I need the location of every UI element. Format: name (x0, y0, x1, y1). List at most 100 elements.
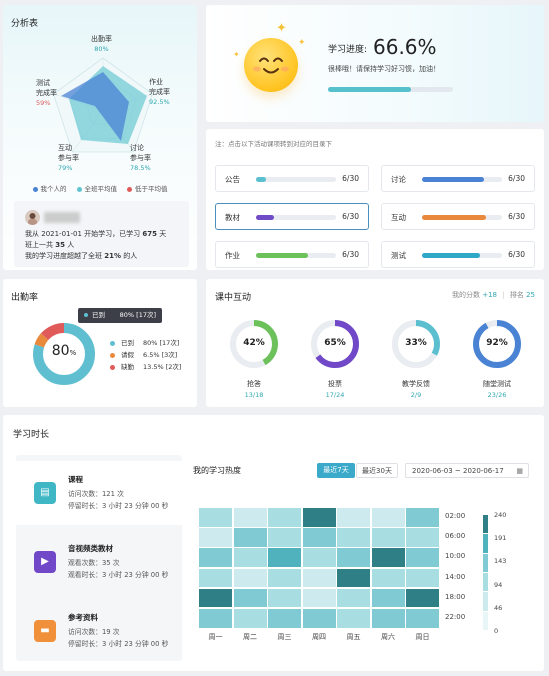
heatmap-cell (337, 548, 370, 568)
interaction-ring-sub: 13/18 (244, 391, 264, 399)
activity-item[interactable]: 互动 6/30 (381, 203, 535, 230)
progress-message: 很棒哦！请保持学习好习惯，加油！ (328, 65, 440, 73)
activity-item-bar (256, 253, 336, 258)
interaction-ring-pct: 92% (486, 338, 508, 348)
activity-item[interactable]: 测试 6/30 (381, 241, 535, 268)
heatmap-cell (199, 588, 232, 608)
heat-scale-segment (483, 515, 488, 534)
heat-scale-label: 191 (494, 534, 507, 543)
heatmap-cell (302, 609, 336, 628)
heat-scale-segment (483, 534, 488, 553)
heatmap-time-label: 10:00 (445, 552, 466, 561)
last-7-days-button[interactable]: 最近7天 (317, 463, 355, 478)
heatmap-cell (406, 588, 439, 608)
activity-hint: 注：点击以下活动课项转到对应的目录下 (215, 140, 332, 148)
interaction-ring-sub: 2/9 (410, 391, 422, 399)
heat-scale-label: 94 (494, 580, 503, 589)
legend-dot (110, 364, 115, 370)
heat-scale-segment (483, 611, 488, 630)
date-range-picker[interactable]: 2020-06-03 ~ 2020-06-17 ▦ (405, 463, 529, 478)
score-rank: 我的分数 +18 | 排名 25 (452, 291, 535, 299)
activity-item-bar-fill (256, 177, 266, 182)
activity-item[interactable]: 讨论 6/30 (381, 165, 535, 192)
heatmap-day-label: 周日 (415, 633, 430, 642)
interaction-ring-pct: 33% (405, 338, 427, 348)
activity-item-bar (256, 177, 336, 182)
activity-item-count: 6/30 (342, 212, 359, 221)
heatmap-cell (337, 588, 370, 608)
activity-item-name: 互动 (391, 213, 406, 222)
heatmap-cell (199, 568, 232, 588)
last-30-days-button[interactable]: 最近30天 (356, 463, 398, 478)
heatmap-cell (268, 568, 301, 588)
progress-card: ✦ ✦ ✦ 学习进度: 66.6% 很棒哦！请保持学习好习惯，加油！ (206, 5, 544, 122)
attendance-center-value: 80% (51, 343, 77, 359)
book-icon: ▤ (34, 482, 56, 504)
heatmap-cell (371, 548, 405, 568)
heat-scale-label: 0 (494, 627, 499, 635)
activity-item-bar-fill (256, 215, 274, 220)
heatmap-time-label: 14:00 (445, 572, 466, 581)
attendance-donut (33, 323, 95, 385)
heatmap-cell (233, 609, 267, 628)
activity-item-name: 讨论 (391, 175, 406, 184)
study-category-item[interactable]: ▶ 音视频类教材 观看次数：35 次观看时长：3 小时 23 分钟 00 秒 (16, 530, 182, 594)
heatmap-time-label: 22:00 (445, 613, 466, 621)
sparkle-icon: ✦ (298, 38, 306, 48)
legend-item-mine: 我个人的 (32, 183, 67, 193)
username-blurred (44, 212, 80, 223)
study-category-duration: 观看时长：3 小时 23 分钟 00 秒 (68, 571, 169, 579)
activity-item-bar-fill (422, 215, 486, 220)
radar-my-value (61, 72, 129, 141)
interaction-ring: 42% 抢答 13/18 (225, 315, 283, 399)
analysis-title: 分析表 (11, 19, 39, 29)
heatmap-cell (268, 548, 301, 568)
heatmap-cell (371, 588, 405, 608)
heat-scale-label: 240 (494, 511, 507, 519)
progress-value: 66.6% (373, 35, 437, 59)
study-category-item[interactable]: ▬ 参考资料 访问次数：19 次停留时长：3 小时 23 分钟 00 秒 (16, 599, 182, 663)
activity-item[interactable]: 作业 6/30 (215, 241, 369, 268)
heat-scale-label: 143 (494, 557, 507, 566)
interaction-ring-chart (230, 320, 278, 368)
heatmap-cell (233, 568, 267, 588)
heatmap-time-label: 06:00 (445, 532, 466, 541)
activity-item-name: 作业 (225, 251, 240, 260)
heatmap-cell (302, 528, 336, 547)
calendar-icon: ▦ (516, 467, 523, 475)
heatmap-cell (337, 609, 370, 628)
user-summary: 我从 2021-01-01 开始学习，已学习 675 天 班上一共 35 人 我… (14, 201, 189, 267)
heat-scale-segment (483, 592, 488, 611)
radar-label-homework: 作业 完成率 92.5% (149, 78, 170, 106)
activity-item-count: 6/30 (342, 250, 359, 259)
activity-item-count: 6/30 (508, 250, 525, 259)
attendance-title: 出勤率 (11, 293, 39, 303)
legend-dot (110, 340, 115, 346)
activity-item[interactable]: 教材 6/30 (215, 203, 369, 230)
interaction-ring-sub: 17/24 (325, 391, 345, 399)
heatmap-cell (233, 528, 267, 547)
interaction-ring-sub: 23/26 (487, 391, 507, 399)
radar-chart (53, 57, 153, 153)
attendance-tooltip: 已到 80% [17次] (78, 308, 162, 323)
heatmap-cell (199, 609, 232, 628)
study-category-item[interactable]: ▤ 课程 访问次数：121 次停留时长：3 小时 23 分钟 00 秒 (16, 461, 182, 525)
activity-item[interactable]: 公告 6/30 (215, 165, 369, 192)
interaction-ring: 33% 教学反馈 2/9 (387, 315, 445, 399)
heatmap-day-label: 周二 (243, 633, 257, 642)
study-category-list: ▤ 课程 访问次数：121 次停留时长：3 小时 23 分钟 00 秒 ▶ 音视频类教材… (16, 455, 182, 661)
activity-item-bar (256, 215, 336, 220)
activity-item-bar (422, 177, 502, 182)
heatmap-cell (406, 528, 439, 547)
interaction-ring-label: 抢答 (247, 380, 261, 388)
heat-scale-segment (483, 573, 488, 592)
heat-scale-segment (483, 553, 488, 572)
heatmap-cell (268, 588, 301, 608)
study-category-name: 音视频类教材 (68, 544, 113, 553)
heatmap-cell (406, 568, 439, 588)
summary-line-3: 我的学习进度超越了全班 21% 的人 (25, 252, 138, 260)
activity-item-count: 6/30 (342, 174, 359, 183)
heatmap-cell (268, 508, 301, 527)
legend-dot (110, 352, 115, 358)
interaction-ring-chart (473, 320, 521, 368)
